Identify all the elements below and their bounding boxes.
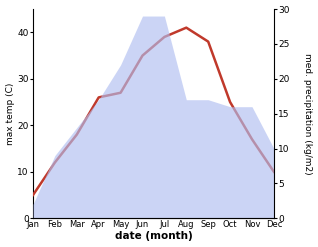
Y-axis label: med. precipitation (kg/m2): med. precipitation (kg/m2) [303,53,313,174]
X-axis label: date (month): date (month) [114,231,192,242]
Y-axis label: max temp (C): max temp (C) [5,82,15,145]
